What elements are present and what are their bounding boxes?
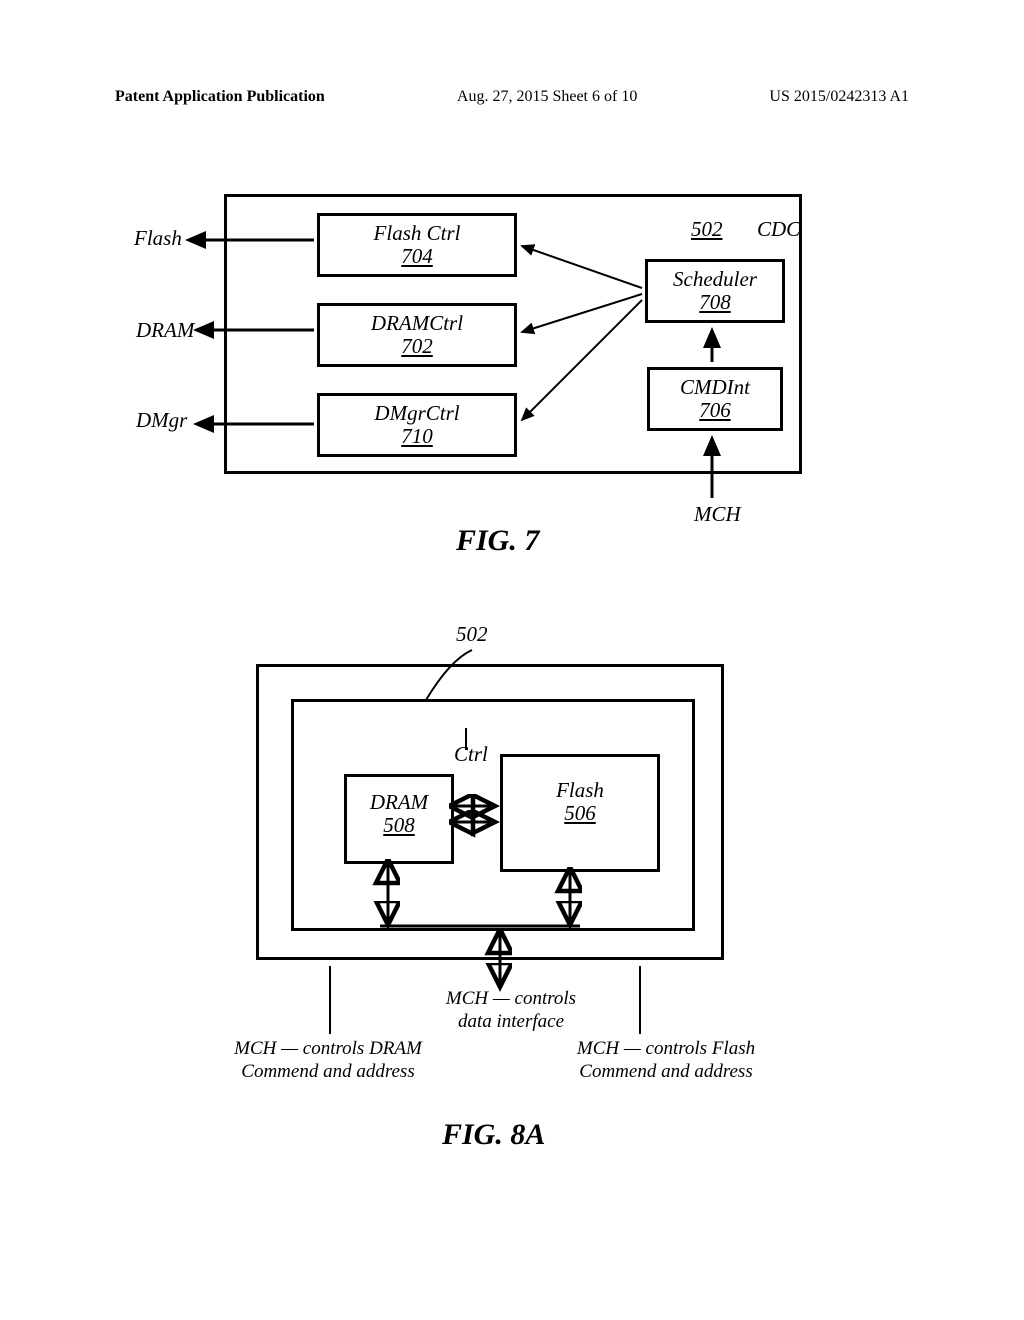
fig8a-arrows — [0, 0, 1024, 1320]
